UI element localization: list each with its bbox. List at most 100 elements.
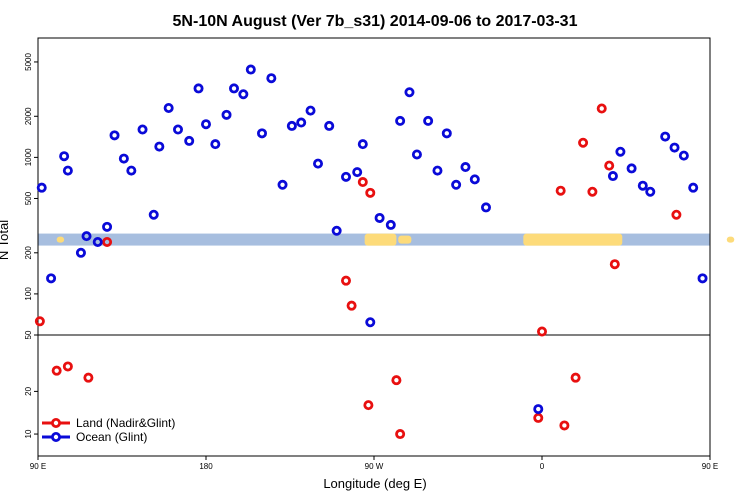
land-point-13 — [671, 209, 682, 220]
ocean-point-46 — [460, 162, 471, 173]
ocean-point-43 — [432, 165, 443, 176]
ocean-point-9 — [118, 153, 129, 164]
ocean-point-5 — [81, 231, 92, 242]
ocean-point-40 — [404, 87, 415, 98]
y-tick-label: 50 — [24, 330, 33, 339]
x-axis-label: Longitude (deg E) — [323, 476, 426, 491]
band-land-0 — [56, 236, 65, 243]
ocean-point-54 — [645, 186, 656, 197]
land-point-19 — [363, 400, 374, 411]
ocean-point-32 — [331, 225, 342, 236]
ocean-point-44 — [441, 128, 452, 139]
ocean-point-41 — [411, 149, 422, 160]
ocean-point-58 — [688, 182, 699, 193]
ocean-point-22 — [238, 89, 249, 100]
ocean-point-29 — [305, 105, 316, 116]
ocean-point-38 — [385, 219, 396, 230]
ocean-point-36 — [365, 317, 376, 328]
ocean-point-47 — [469, 174, 480, 185]
ocean-point-12 — [148, 209, 159, 220]
land-point-18 — [83, 372, 94, 383]
axis-ticks: 90 E 180 90 W 0 90 E 50 100 200 500 1000 2000 5000 1… — [24, 53, 718, 471]
ocean-point-23 — [245, 64, 256, 75]
land-point-12 — [609, 259, 620, 270]
land-point-4 — [357, 177, 368, 188]
chart-title: 5N-10N August (Ver 7b_s31) 2014-09-06 to… — [173, 13, 578, 30]
y-tick-label: 1000 — [24, 148, 33, 166]
ocean-point-26 — [277, 179, 288, 190]
plot-frame — [37, 37, 711, 457]
ocean-point-25 — [266, 73, 277, 84]
plot-border — [37, 37, 711, 457]
ocean-point-53 — [637, 180, 648, 191]
ocean-point-6 — [92, 236, 103, 247]
land-point-10 — [596, 103, 607, 114]
ocean-point-18 — [200, 119, 211, 130]
x-tick-label: 90 W — [365, 462, 384, 471]
y-tick-label: 200 — [24, 246, 33, 260]
ocean-point-8 — [109, 130, 120, 141]
ocean-point-34 — [352, 167, 363, 178]
ocean-point-24 — [256, 128, 267, 139]
land-point-9 — [587, 186, 598, 197]
data-band — [38, 233, 735, 246]
land-point-20 — [391, 375, 402, 386]
ocean-point-4 — [75, 247, 86, 258]
x-tick-label: 90 E — [30, 462, 46, 471]
ocean-point-50 — [607, 171, 618, 182]
ocean-point-0 — [36, 182, 47, 193]
ocean-point-52 — [626, 163, 637, 174]
legend-marker-1 — [51, 431, 62, 442]
ocean-point-30 — [312, 158, 323, 169]
band-land-2 — [398, 235, 412, 244]
land-point-23 — [559, 420, 570, 431]
ocean-point-27 — [286, 120, 297, 131]
ocean-point-20 — [221, 109, 232, 120]
ocean-point-13 — [154, 141, 165, 152]
ocean-point-3 — [62, 165, 73, 176]
ocean-point-21 — [228, 83, 239, 94]
band-land-1 — [364, 233, 397, 246]
land-point-1 — [34, 316, 45, 327]
ocean-point-39 — [395, 115, 406, 126]
land-point-5 — [365, 187, 376, 198]
y-tick-label: 500 — [24, 191, 33, 205]
ocean-point-59 — [697, 273, 708, 284]
ocean-point-19 — [210, 139, 221, 150]
ocean-point-33 — [340, 171, 351, 182]
ocean-point-2 — [59, 151, 70, 162]
land-point-2 — [340, 275, 351, 286]
land-point-11 — [604, 160, 615, 171]
legend-marker-0 — [51, 417, 62, 428]
ocean-point-1 — [46, 273, 57, 284]
x-tick-label: 0 — [540, 462, 545, 471]
land-point-16 — [51, 365, 62, 376]
land-point-8 — [578, 137, 589, 148]
x-tick-label: 90 E — [702, 462, 718, 471]
ocean-point-42 — [423, 115, 434, 126]
land-point-6 — [537, 326, 548, 337]
ocean-point-28 — [296, 117, 307, 128]
ocean-point-31 — [324, 120, 335, 131]
land-point-7 — [555, 185, 566, 196]
land-point-3 — [346, 300, 357, 311]
land-point-22 — [533, 412, 544, 423]
x-tick-label: 180 — [199, 462, 213, 471]
ocean-point-14 — [163, 102, 174, 113]
data-points — [34, 64, 708, 440]
ocean-point-17 — [193, 83, 204, 94]
ocean-point-56 — [669, 142, 680, 153]
ocean-point-51 — [615, 146, 626, 157]
ocean-point-49 — [533, 404, 544, 415]
ocean-point-35 — [357, 139, 368, 150]
legend: Land (Nadir&Glint)Ocean (Glint) — [42, 416, 175, 444]
y-axis-label: N Total — [0, 220, 11, 260]
land-point-17 — [62, 361, 73, 372]
land-point-21 — [395, 429, 406, 440]
legend-label-1: Ocean (Glint) — [76, 430, 147, 444]
y-tick-label: 2000 — [24, 107, 33, 125]
ocean-point-10 — [126, 165, 137, 176]
ocean-point-55 — [660, 131, 671, 142]
ocean-point-7 — [102, 221, 113, 232]
y-tick-label: 100 — [24, 287, 33, 301]
